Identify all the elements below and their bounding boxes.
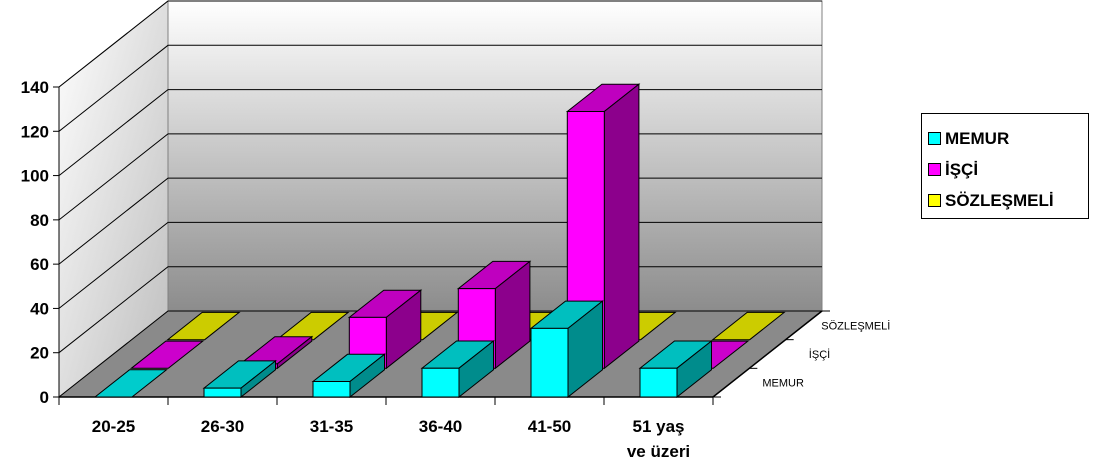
bar-top [166, 311, 241, 341]
y-tick-label: 40 [30, 299, 49, 318]
legend-swatch-memur [928, 132, 941, 145]
x-tick-label: 51 yaş [633, 417, 685, 436]
bar-top [129, 340, 205, 369]
x-tick-label: 41-50 [528, 417, 571, 436]
legend-swatch-sozlesmeli [928, 194, 941, 207]
bar [529, 300, 604, 399]
bar-side [603, 83, 640, 370]
bar-front [203, 387, 242, 398]
bar [420, 339, 495, 399]
depth-axis-line [712, 310, 823, 398]
y-tick-label: 0 [40, 388, 49, 407]
y-tick-label: 20 [30, 344, 49, 363]
chart-bars [93, 83, 786, 399]
y-tick-label: 60 [30, 255, 49, 274]
chart-canvas: 0 20 40 60 80 100 120 140 20-25 26-30 31-35 36-40 41… [21, 0, 891, 461]
bar-front [312, 381, 351, 398]
bar-front [421, 367, 460, 398]
x-tick-label: 20-25 [92, 417, 135, 436]
legend-swatch-isci [928, 163, 941, 176]
bar-front [639, 367, 678, 398]
bar-top [711, 311, 786, 341]
depth-tick-label: MEMUR [762, 378, 804, 390]
bar [638, 339, 713, 399]
x-tick-label: 36-40 [419, 417, 462, 436]
chart-labels: 0 20 40 60 80 100 120 140 20-25 26-30 31-35 36-40 41… [21, 78, 891, 461]
chart-axes [53, 86, 830, 405]
bar [93, 369, 168, 398]
legend-label-isci: İŞÇİ [945, 159, 979, 179]
depth-tick-label: SÖZLEŞMELİ [821, 319, 890, 332]
gridline [58, 44, 822, 132]
y-tick-label: 120 [21, 122, 49, 141]
bar [711, 311, 786, 341]
x-tick-label: 26-30 [201, 417, 244, 436]
bar [202, 359, 277, 399]
bar [129, 340, 205, 369]
chart-legend: MEMUR İŞÇİ SÖZLEŞMELİ [921, 113, 1089, 219]
gridline [58, 0, 822, 88]
bar [166, 311, 241, 341]
x-tick-label: 31-35 [310, 417, 353, 436]
legend-label-memur: MEMUR [945, 128, 1010, 148]
depth-tick-label: İŞÇİ [809, 348, 830, 361]
bar [311, 353, 386, 399]
y-tick-label: 80 [30, 211, 49, 230]
legend-item-memur: MEMUR [928, 123, 1088, 154]
y-tick-label: 100 [21, 167, 49, 186]
bar-front [530, 327, 569, 398]
bar-top [93, 369, 168, 398]
legend-label-sozlesmeli: SÖZLEŞMELİ [945, 190, 1054, 210]
x-tick-label: ve üzeri [627, 442, 690, 461]
y-tick-label: 140 [21, 78, 49, 97]
legend-item-isci: İŞÇİ [928, 154, 1088, 185]
legend-item-sozlesmeli: SÖZLEŞMELİ [928, 185, 1088, 216]
